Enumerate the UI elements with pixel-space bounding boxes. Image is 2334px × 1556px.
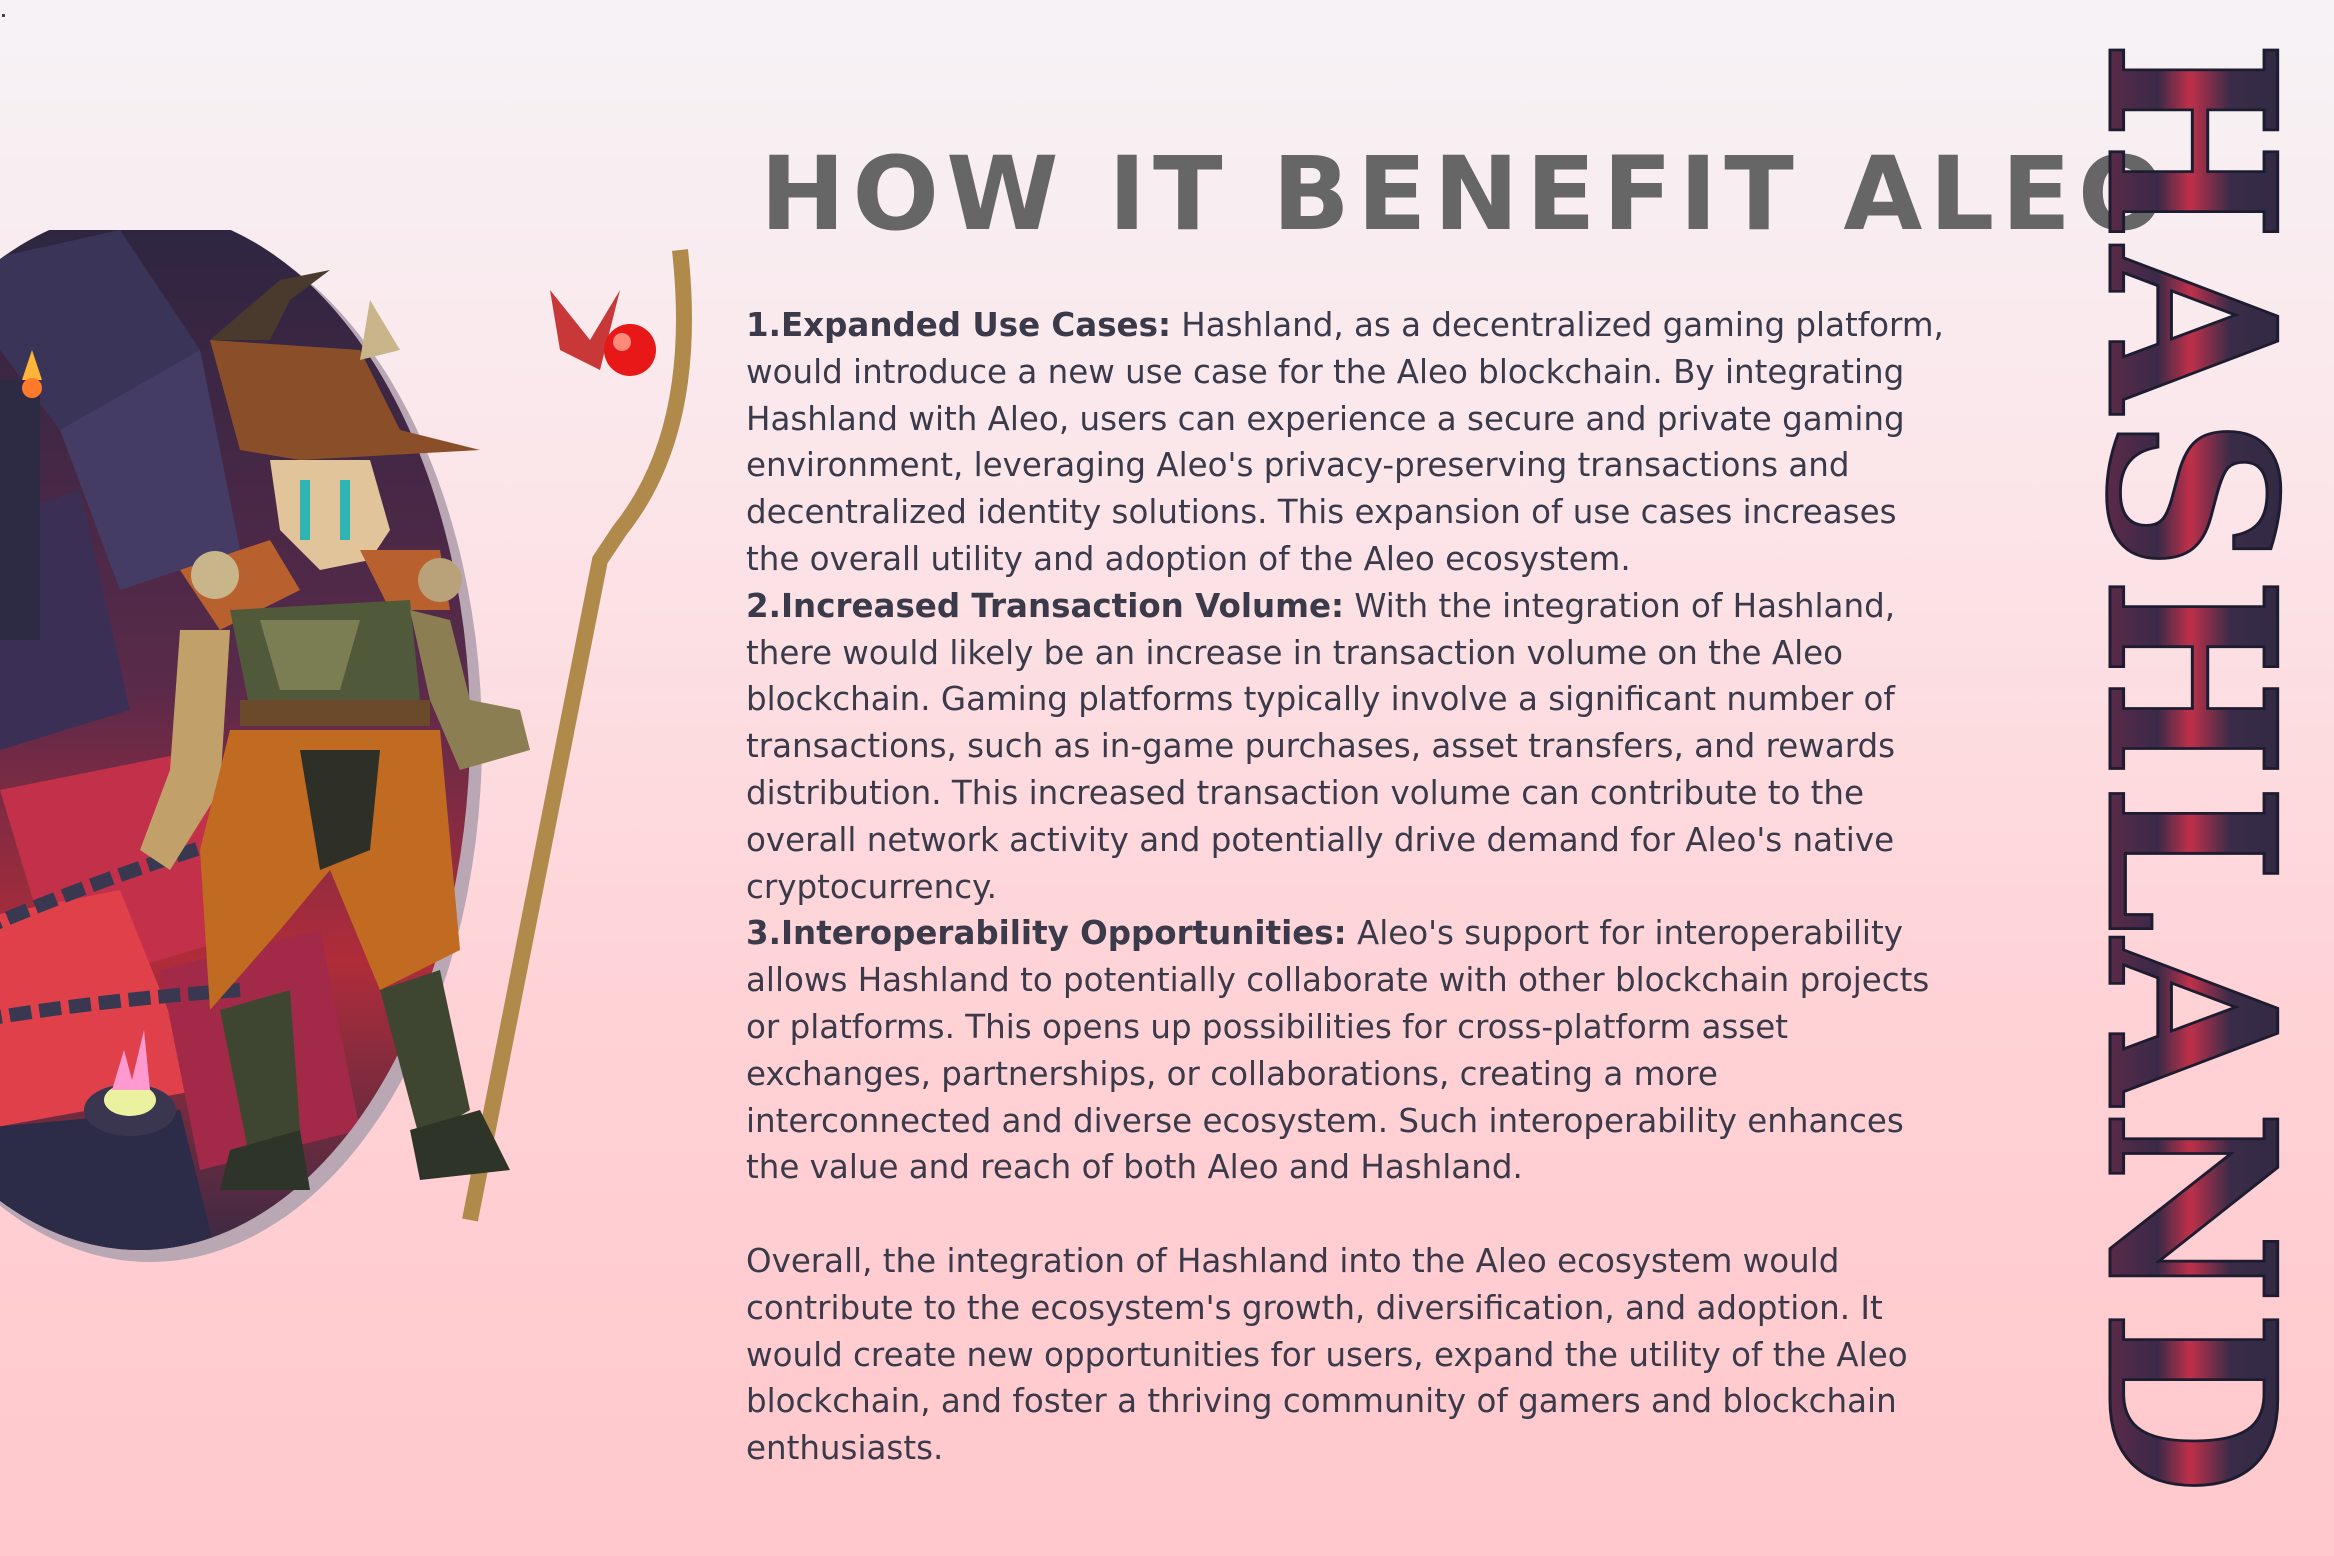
hat-brim: [210, 340, 480, 460]
benefit-label-1: 1.Expanded Use Cases:: [746, 306, 1171, 344]
conclusion-paragraph: Overall, the integration of Hashland int…: [746, 1241, 1908, 1468]
staff: [462, 249, 692, 1222]
benefit-text-2: With the integration of Hashland, there …: [746, 586, 1896, 906]
benefit-text-3: Aleo's support for interoperability allo…: [746, 914, 1930, 1187]
corner-dot: [2, 14, 5, 17]
hat-top: [210, 270, 330, 340]
benefit-label-2: 2.Increased Transaction Volume:: [746, 586, 1344, 625]
benefit-paragraph-3: 3.Interoperability Opportunities: Aleo's…: [746, 910, 1946, 1191]
benefit-label-3: 3.Interoperability Opportunities:: [746, 914, 1347, 953]
paragraph-gap: [746, 1191, 1946, 1238]
benefits-text: 1.Expanded Use Cases: Hashland, as a dec…: [746, 302, 1946, 1472]
benefit-text-1: Hashland, as a decentralized gaming plat…: [746, 306, 1944, 578]
staff-orb: [604, 324, 656, 376]
page-title: HOW IT BENEFIT ALEO: [760, 135, 2172, 254]
benefit-paragraph-2: 2.Increased Transaction Volume: With the…: [746, 583, 1946, 911]
logo-text: HASHLAND: [2055, 40, 2300, 1500]
wizard-character-illustration: [0, 230, 692, 1262]
benefit-paragraph-1: 1.Expanded Use Cases: Hashland, as a dec…: [746, 302, 1946, 583]
coat: [200, 730, 460, 1010]
hashland-logo: HASHLAND: [2054, 40, 2301, 1502]
